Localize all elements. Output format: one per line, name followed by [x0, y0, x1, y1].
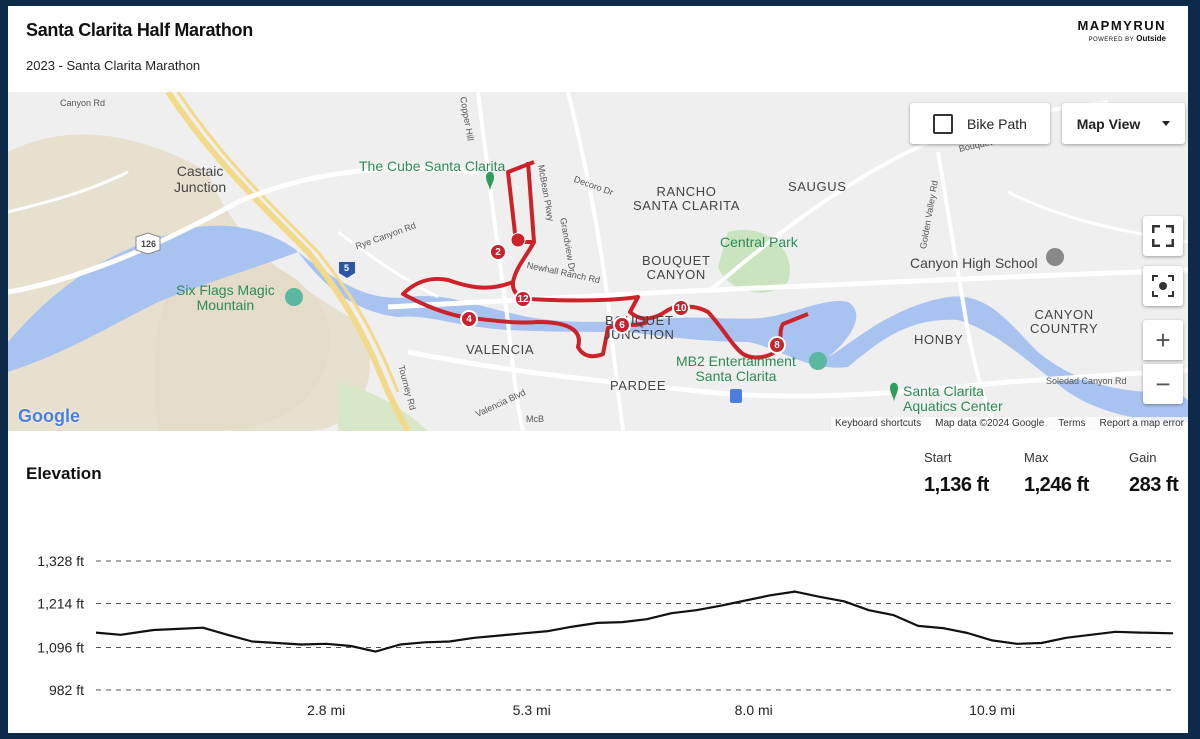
place-castaic-junction: Castaic Junction	[174, 163, 227, 195]
y-tick-label: 1,096 ft	[37, 639, 84, 655]
poi-the-cube[interactable]: The Cube Santa Clarita	[359, 158, 506, 174]
page-subtitle: 2023 - Santa Clarita Marathon	[26, 58, 201, 73]
map-data-credit: Map data ©2024 Google	[935, 418, 1045, 429]
poi-canyon-high-school[interactable]: Canyon High School	[910, 255, 1038, 271]
y-tick-label: 1,328 ft	[37, 553, 84, 569]
road-label-canyon: Canyon Rd	[60, 98, 106, 108]
keyboard-shortcuts-link[interactable]: Keyboard shortcuts	[834, 418, 922, 429]
brand-sub-text: POWERED BY	[1088, 37, 1135, 43]
route-marker-mile-10[interactable]: 10	[672, 299, 690, 317]
map-attribution: Keyboard shortcuts Map data ©2024 Google…	[830, 417, 1188, 431]
place-saugus: SAUGUS	[788, 179, 847, 194]
zoom-in-button[interactable]: +	[1143, 320, 1183, 360]
poi-six-flags[interactable]: Six Flags Magic Mountain	[176, 282, 275, 313]
map-view-label: Map View	[1076, 115, 1141, 132]
stat-start-value: 1,136 ft	[924, 474, 989, 496]
poi-mb2-entertainment[interactable]: MB2 Entertainment Santa Clarita	[676, 353, 796, 384]
elevation-line	[95, 590, 1174, 653]
place-pardee: PARDEE	[610, 378, 667, 393]
place-rancho-santa-clarita: RANCHO SANTA CLARITA	[633, 184, 741, 213]
route-marker-mile-8[interactable]: 8	[768, 336, 786, 354]
road-label-mcb: McB	[526, 414, 544, 424]
elevation-chart[interactable]: 1,328 ft 1,214 ft 1,096 ft 982 ft 2.8 mi 5.3 …	[8, 546, 1188, 731]
brand-logo[interactable]: MAPMYRUN POWERED BY Outside	[1077, 18, 1166, 43]
my-location-button[interactable]	[1143, 266, 1183, 306]
stat-max: Max 1,246 ft	[1024, 450, 1089, 497]
brand-partner: Outside	[1136, 34, 1166, 43]
zoom-out-button[interactable]: −	[1143, 364, 1183, 404]
x-tick-label: 10.9 mi	[969, 702, 1015, 718]
bike-path-label: Bike Path	[967, 115, 1027, 132]
poi-central-park[interactable]: Central Park	[720, 234, 798, 250]
x-tick-label: 5.3 mi	[513, 702, 551, 718]
route-map[interactable]: Canyon Rd Copper Hill McBean Pkwy Decoro…	[8, 92, 1188, 431]
bike-path-checkbox[interactable]	[933, 113, 954, 134]
stat-gain: Gain 283 ft	[1129, 450, 1179, 497]
terms-link[interactable]: Terms	[1058, 418, 1086, 429]
x-tick-label: 2.8 mi	[307, 702, 345, 718]
route-marker-mile-12[interactable]: 12	[514, 290, 532, 308]
report-map-error-link[interactable]: Report a map error	[1099, 418, 1184, 429]
highway-5-label: 5	[344, 263, 350, 273]
place-valencia: VALENCIA	[466, 342, 535, 357]
place-bouquet-canyon: BOUQUET CANYON	[642, 253, 711, 282]
google-logo[interactable]: Google	[18, 406, 80, 426]
x-tick-label: 8.0 mi	[735, 702, 773, 718]
stat-start-label: Start	[924, 450, 952, 465]
route-marker-mile-4[interactable]: 4	[460, 310, 478, 328]
brand-powered-by: POWERED BY Outside	[1077, 34, 1166, 43]
stat-gain-value: 283 ft	[1129, 474, 1179, 496]
brand-name: MAPMYRUN	[1077, 18, 1166, 33]
route-marker-mile-6[interactable]: 6	[613, 316, 631, 334]
chevron-down-icon	[1162, 121, 1171, 126]
y-tick-label: 1,214 ft	[37, 596, 84, 612]
stat-gain-label: Gain	[1129, 450, 1157, 465]
bike-path-toggle[interactable]: Bike Path	[910, 103, 1050, 144]
poi-aquatics-center[interactable]: Santa Clarita Aquatics Center	[903, 383, 1003, 414]
map-view-dropdown[interactable]: Map View	[1062, 103, 1185, 144]
route-marker-mile-2[interactable]: 2	[489, 243, 507, 261]
route-page: Santa Clarita Half Marathon 2023 - Santa…	[8, 6, 1188, 733]
road-label-soledad: Soledad Canyon Rd	[1046, 376, 1127, 386]
page-title: Santa Clarita Half Marathon	[26, 20, 253, 40]
stat-max-label: Max	[1024, 450, 1049, 465]
highway-126-label: 126	[141, 239, 157, 249]
stat-start: Start 1,136 ft	[924, 450, 989, 497]
fullscreen-button[interactable]	[1143, 216, 1183, 256]
place-honby: HONBY	[914, 332, 964, 347]
fullscreen-icon	[1152, 225, 1174, 247]
elevation-title: Elevation	[26, 464, 102, 483]
y-tick-label: 982 ft	[49, 682, 84, 698]
map-base	[8, 92, 1188, 431]
place-canyon-country: CANYON COUNTRY	[1030, 307, 1099, 336]
stat-max-value: 1,246 ft	[1024, 474, 1089, 496]
locate-icon	[1152, 275, 1174, 297]
